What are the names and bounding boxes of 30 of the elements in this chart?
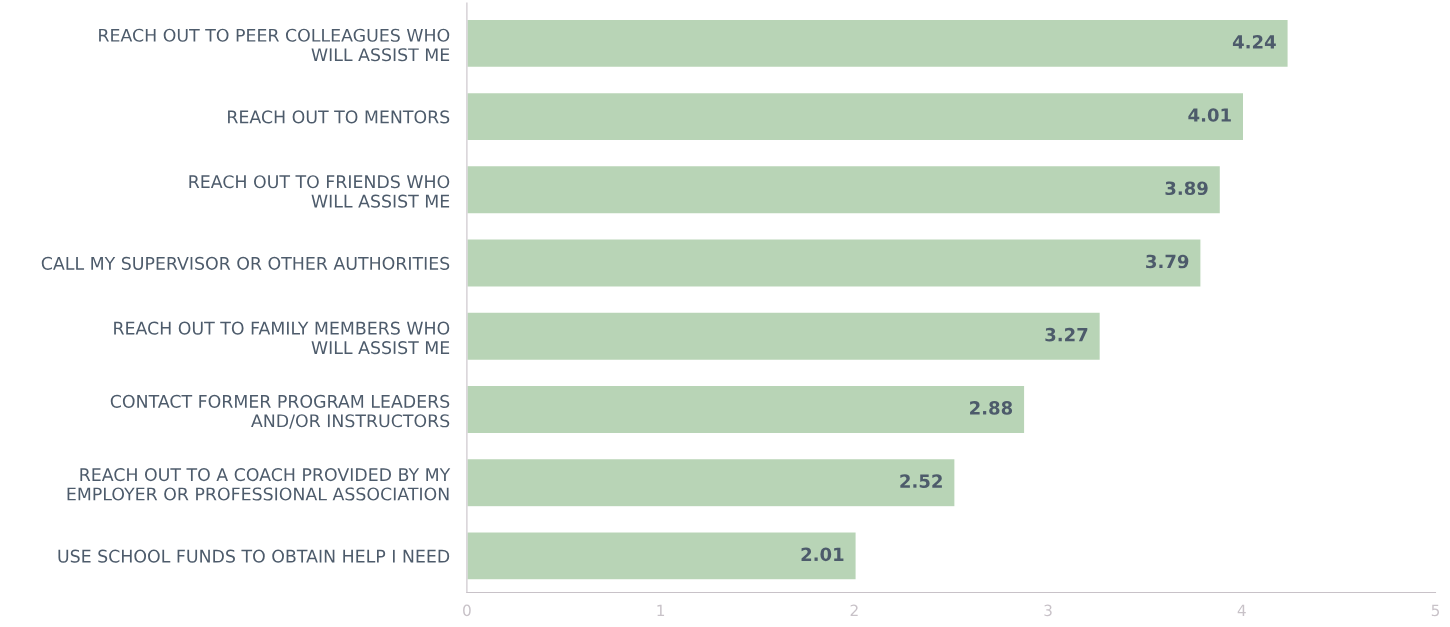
x-tick-label: 0	[463, 604, 471, 617]
bar	[466, 18, 1289, 69]
x-tick-label: 1	[657, 604, 665, 616]
data-label: 2.88	[970, 401, 1013, 415]
y-tick-label: REACH OUT TO FRIENDS WHO WILL ASSIST ME	[189, 175, 450, 208]
x-tick-label: 3	[1044, 604, 1052, 617]
bar	[466, 311, 1102, 362]
y-tick-label: CONTACT FORMER PROGRAM LEADERS AND/OR INSTRUCTORS	[110, 394, 450, 429]
data-label: 2.01	[801, 547, 844, 562]
x-tick-label: 5	[1431, 604, 1440, 617]
y-tick-label: REACH OUT TO MENTORS	[228, 110, 450, 124]
bar	[466, 457, 956, 508]
y-tick-label: CALL MY SUPERVISOR OR OTHER AUTHORITIES	[41, 256, 450, 270]
bar	[466, 531, 857, 581]
data-label: 4.24	[1232, 34, 1276, 49]
y-tick-label: REACH OUT TO PEER COLLEAGUES WHO WILL ASSIST ME	[99, 28, 450, 62]
y-tick-label: REACH OUT TO A COACH PROVIDED BY MY EMPLOYER OR PROFESSIONAL ASSOCIATION	[67, 468, 451, 501]
data-label: 3.27	[1045, 327, 1088, 342]
bar	[466, 164, 1222, 215]
x-tick-label: 2	[850, 604, 858, 616]
bar	[466, 384, 1026, 435]
y-tick-label: REACH OUT TO FAMILY MEMBERS WHO WILL ASSIST ME	[114, 321, 450, 355]
y-tick-label: USE SCHOOL FUNDS TO OBTAIN HELP I NEED	[58, 549, 450, 563]
data-label: 3.79	[1146, 254, 1189, 269]
data-label: 2.52	[900, 474, 942, 488]
data-label: 4.01	[1188, 108, 1231, 122]
bar	[466, 238, 1202, 288]
x-tick-label: 4	[1237, 604, 1246, 616]
bar	[466, 91, 1245, 142]
data-label: 3.89	[1165, 181, 1208, 196]
